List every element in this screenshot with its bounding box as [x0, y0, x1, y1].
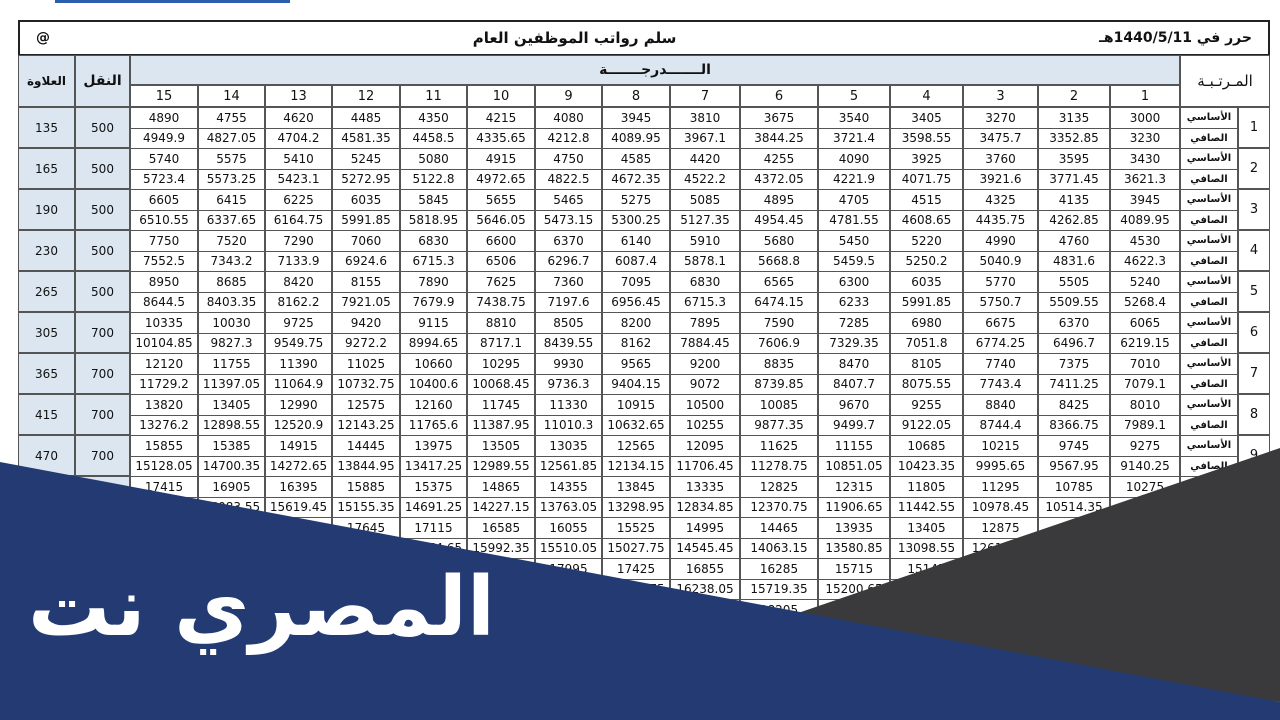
- issue-date: حرر في 1440/5/11هـ: [1099, 30, 1252, 46]
- at-sign: @: [36, 30, 50, 46]
- allowance: 135: [18, 107, 75, 148]
- blue-band: [0, 462, 1280, 720]
- rank-number: 6: [1238, 312, 1270, 353]
- title: سلم رواتب الموظفين العام: [472, 29, 677, 47]
- transport: 500: [75, 271, 130, 312]
- transport: 500: [75, 107, 130, 148]
- grade-number: 2: [1038, 85, 1110, 107]
- watermark: المصري نت: [28, 560, 495, 655]
- allowance: 265: [18, 271, 75, 312]
- grade-number: 15: [130, 85, 198, 107]
- transport: 500: [75, 189, 130, 230]
- allowance: 165: [18, 148, 75, 189]
- grade-number: 3: [963, 85, 1038, 107]
- rank-header: المـرتـبـة: [1180, 55, 1270, 107]
- transport: 700: [75, 394, 130, 435]
- allowance: 230: [18, 230, 75, 271]
- grade-header: الـــــــدرجـــــــة: [130, 55, 1180, 85]
- top-accent: [55, 0, 290, 3]
- allowance: 415: [18, 394, 75, 435]
- grade-number: 8: [602, 85, 670, 107]
- rank-number: 5: [1238, 271, 1270, 312]
- grade-number: 9: [535, 85, 602, 107]
- grade-number: 10: [467, 85, 535, 107]
- allowance: 190: [18, 189, 75, 230]
- allowance-header: العلاوة: [18, 55, 75, 107]
- grade-number: 14: [198, 85, 265, 107]
- rank-number: 3: [1238, 189, 1270, 230]
- grade-number: 12: [332, 85, 400, 107]
- allowance: 305: [18, 312, 75, 353]
- transport: 500: [75, 230, 130, 271]
- transport: 700: [75, 353, 130, 394]
- transport: 500: [75, 148, 130, 189]
- rank-number: 8: [1238, 394, 1270, 435]
- transport: 700: [75, 435, 130, 476]
- grade-number: 7: [670, 85, 740, 107]
- grade-number: 5: [818, 85, 890, 107]
- grade-number: 13: [265, 85, 332, 107]
- grade-number: 1: [1110, 85, 1180, 107]
- rank-number: 7: [1238, 353, 1270, 394]
- grade-number: 4: [890, 85, 963, 107]
- rank-number: 2: [1238, 148, 1270, 189]
- transport: 700: [75, 312, 130, 353]
- rank-number: 4: [1238, 230, 1270, 271]
- allowance: 365: [18, 353, 75, 394]
- grade-number: 6: [740, 85, 818, 107]
- grade-number: 11: [400, 85, 467, 107]
- transport-header: النقل: [75, 55, 130, 107]
- rank-number: 1: [1238, 107, 1270, 148]
